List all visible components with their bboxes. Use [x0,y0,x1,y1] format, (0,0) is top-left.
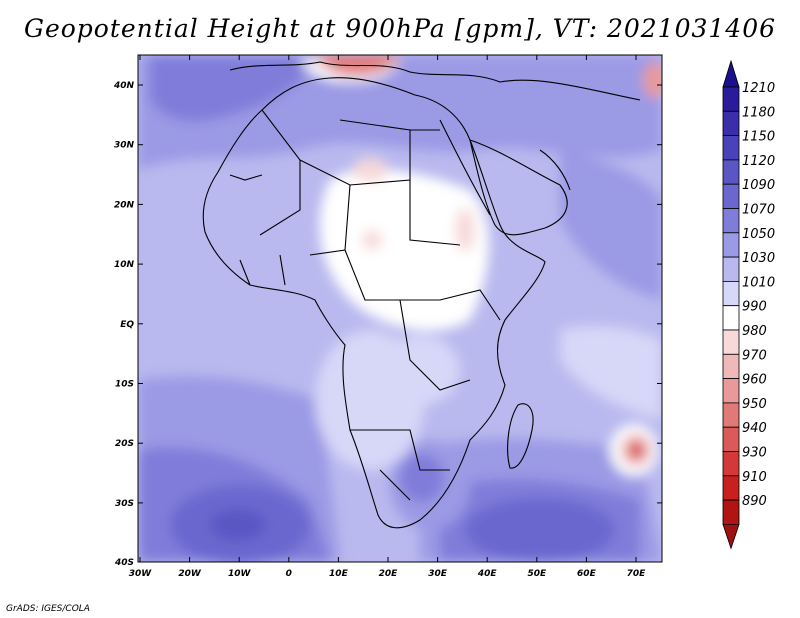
colorbar-bottom-arrow [722,524,740,550]
colorbar-swatch [722,402,740,428]
colorbar-swatch [722,208,740,234]
lon-tick-label: 30W [129,569,153,579]
colorbar-swatch [722,475,740,501]
colorbar-label: 1070 [742,203,775,218]
colorbar-label: 1050 [742,227,775,242]
lat-tick-labels: 40N 30N 20N 10N EQ 10S 20S 30S 40S [113,81,135,568]
lon-tick-label: 30E [428,569,448,579]
colorbar-label: 990 [742,300,767,315]
lat-tick-label: 40N [113,81,135,91]
colorbar-label: 1180 [742,105,775,120]
colorbar-label: 940 [742,421,767,436]
colorbar-label: 1030 [742,251,775,266]
colorbar-label: 970 [742,348,767,363]
colorbar-swatch [722,232,740,258]
colorbar-swatch [722,159,740,185]
lat-tick-label: 30N [114,141,135,151]
colorbar-swatch [722,135,740,161]
colorbar-label: 930 [742,446,767,461]
colorbar-label: 1090 [742,178,775,193]
colorbar-label: 960 [742,373,767,388]
contour-field [138,55,662,562]
colorbar-swatch [722,280,740,307]
lon-tick-label: 60E [577,569,597,579]
colorbar-label: 910 [742,470,767,485]
colorbar-label: 1150 [742,130,775,145]
lon-tick-label: 10E [329,569,349,579]
colorbar-swatch [722,86,740,112]
lon-tick-label: 20W [178,569,202,579]
lat-tick-label: 20N [114,200,135,210]
lat-tick-label: 20S [115,439,134,449]
colorbar-swatch [722,426,740,452]
lon-tick-label: 0 [286,569,292,579]
colorbar-swatch [722,353,740,379]
colorbar-swatch [722,183,740,209]
lat-tick-label: 10N [114,260,135,270]
colorbar-label: 1120 [742,154,775,169]
lon-tick-label: 10W [228,569,252,579]
lon-tick-label: 70E [627,569,647,579]
colorbar-swatch [722,110,740,137]
lat-tick-label: EQ [120,320,134,330]
colorbar-top-arrow [722,59,740,88]
colorbar-label: 1210 [742,81,775,96]
colorbar-label: 950 [742,397,767,412]
colorbar-swatch [722,305,740,331]
colorbar-swatch [722,329,740,355]
credit-label: GrADS: IGES/COLA [6,604,90,614]
colorbar-swatch [722,499,740,525]
lat-tick-label: 30S [115,499,134,509]
lon-tick-labels: 30W 20W 10W 0 10E 20E 30E 40E 50E 60E 70E [129,569,646,579]
colorbar-swatch [722,378,740,404]
colorbar-label: 980 [742,324,767,339]
colorbar: 1210 1180 1150 1120 1090 1070 1050 1030 1010 990 9… [722,59,775,550]
colorbar-swatch [722,451,740,477]
colorbar-label: 1010 [742,275,775,290]
colorbar-label: 890 [742,494,767,509]
lat-tick-label: 40S [114,558,134,568]
colorbar-swatch [722,256,740,282]
lon-tick-label: 20E [379,569,399,579]
lat-tick-label: 10S [115,380,134,390]
map-frame [137,54,663,563]
chart-title: Geopotential Height at 900hPa [gpm], VT:… [23,14,777,43]
coastlines [202,61,641,529]
lon-tick-label: 40E [477,569,498,579]
lon-tick-label: 50E [527,569,547,579]
tick-marks [138,55,662,563]
